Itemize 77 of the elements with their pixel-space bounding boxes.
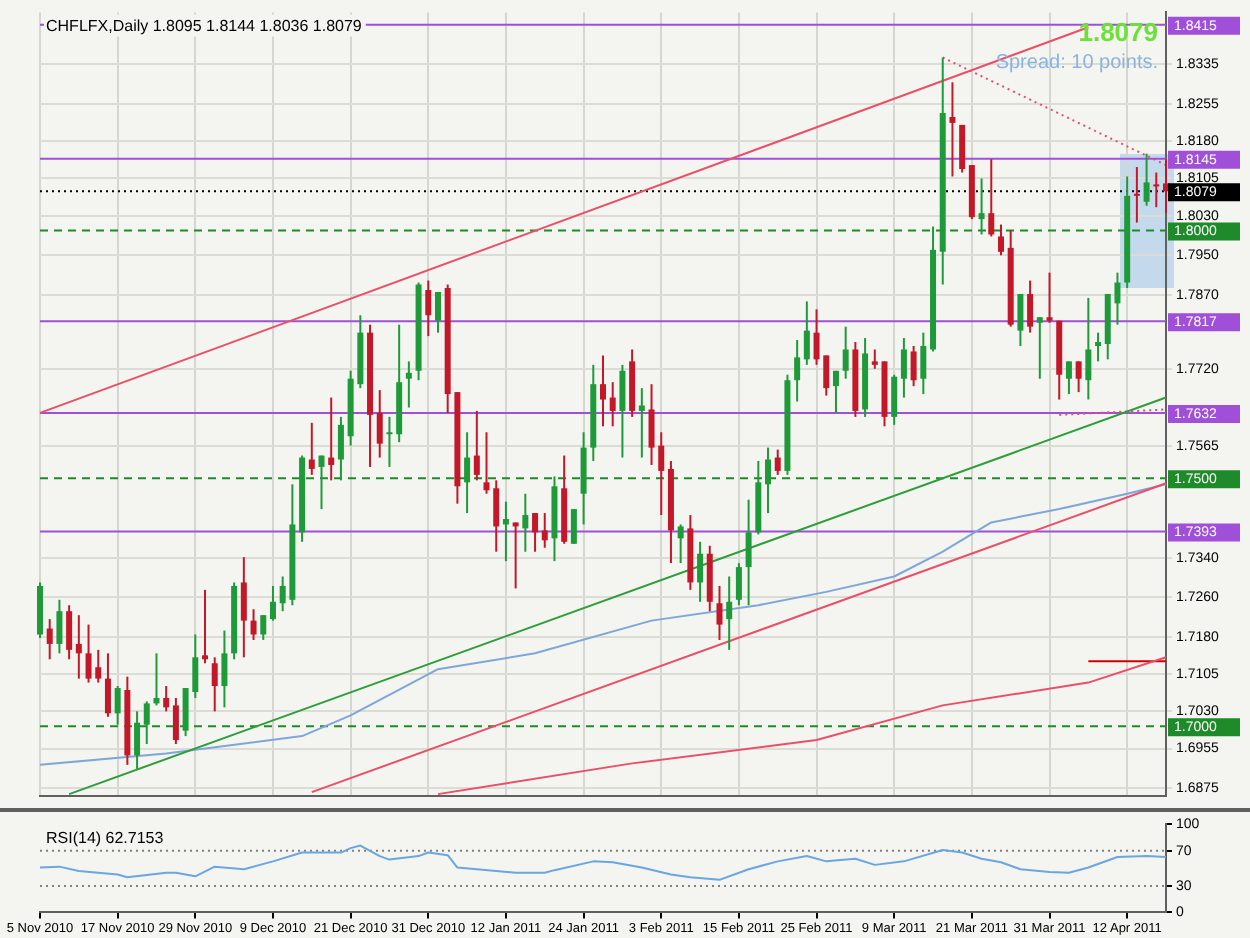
candlestick	[522, 492, 529, 553]
candlestick	[114, 685, 121, 726]
candlestick	[425, 279, 432, 338]
candlestick	[532, 512, 539, 553]
candlestick	[172, 696, 179, 746]
candlestick	[143, 700, 150, 746]
candlestick	[250, 608, 257, 641]
annotation: Spread: 10 points.	[995, 51, 1158, 74]
candlestick	[910, 345, 917, 388]
candlestick	[269, 584, 276, 622]
candlestick	[75, 614, 82, 680]
candlestick	[774, 448, 781, 476]
candlestick	[580, 431, 587, 526]
candlestick	[1065, 360, 1072, 396]
candlestick	[677, 523, 684, 565]
candlestick	[900, 337, 907, 399]
candlestick	[1027, 279, 1034, 334]
candlestick	[716, 584, 723, 641]
candlestick	[794, 339, 801, 403]
chart-title: CHFLFX,Daily 1.8095 1.8144 1.8036 1.8079	[46, 16, 363, 35]
candlestick	[66, 604, 73, 661]
candlestick	[464, 431, 471, 515]
candlestick	[949, 81, 956, 178]
candlestick	[211, 656, 218, 713]
candlestick	[318, 454, 325, 511]
candlestick	[609, 381, 616, 428]
candlestick	[1046, 271, 1053, 324]
candlestick	[600, 354, 606, 428]
candlestick	[153, 652, 160, 707]
candlestick	[1075, 360, 1082, 394]
candlestick	[1036, 316, 1043, 380]
candlestick	[134, 710, 141, 770]
candlestick	[570, 508, 577, 545]
candlestick	[1095, 331, 1102, 363]
candlestick	[502, 500, 509, 563]
candlestick	[735, 562, 742, 607]
candlestick	[308, 421, 315, 476]
candlestick	[240, 556, 247, 659]
candlestick	[1133, 166, 1140, 224]
candlestick	[260, 614, 267, 641]
candlestick	[46, 618, 53, 661]
candlestick	[221, 629, 228, 709]
candlestick	[871, 348, 878, 370]
candlestick	[726, 575, 733, 651]
candlestick	[803, 300, 810, 366]
candlestick	[104, 652, 111, 718]
candlestick	[959, 123, 966, 174]
candlestick	[997, 223, 1004, 257]
candlestick	[512, 521, 519, 590]
candlestick	[328, 396, 335, 482]
candlestick	[337, 415, 344, 482]
candlestick	[202, 588, 209, 665]
candlestick	[163, 685, 170, 713]
candlestick	[920, 331, 927, 396]
chart-title: RSI(14) 62.7153	[46, 828, 165, 847]
candlestick	[434, 290, 441, 334]
candlestick	[473, 409, 480, 482]
candlestick	[376, 389, 383, 459]
candlestick	[745, 498, 752, 607]
candlestick	[405, 360, 412, 409]
candlestick	[1143, 152, 1150, 207]
candlestick	[638, 387, 645, 459]
candlestick	[842, 325, 849, 380]
candlestick	[1085, 296, 1092, 401]
candlestick	[832, 369, 839, 414]
candlestick	[386, 415, 393, 468]
candlestick	[697, 540, 704, 603]
candlestick	[988, 158, 995, 238]
candlestick	[1153, 171, 1160, 209]
candlestick	[891, 373, 898, 426]
candlestick	[978, 177, 985, 236]
candlestick	[541, 512, 548, 549]
annotation: 1.8079	[1078, 16, 1158, 47]
candlestick	[765, 446, 772, 515]
candlestick	[619, 363, 626, 459]
candlestick	[56, 598, 63, 655]
candlestick	[1017, 292, 1024, 347]
